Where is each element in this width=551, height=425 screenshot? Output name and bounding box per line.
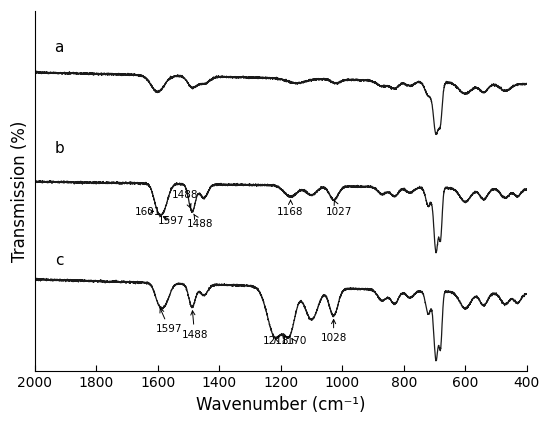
Text: 1170: 1170 bbox=[280, 336, 307, 346]
Text: 1488: 1488 bbox=[172, 190, 198, 208]
Text: 1601: 1601 bbox=[136, 207, 161, 217]
Text: 1168: 1168 bbox=[277, 200, 304, 217]
X-axis label: Wavenumber (cm⁻¹): Wavenumber (cm⁻¹) bbox=[196, 396, 365, 414]
Y-axis label: Transmission (%): Transmission (%) bbox=[11, 121, 29, 262]
Text: 1218: 1218 bbox=[263, 336, 289, 346]
Text: c: c bbox=[55, 253, 63, 268]
Text: 1597: 1597 bbox=[156, 309, 182, 334]
Text: 1488: 1488 bbox=[181, 311, 208, 340]
Text: 1597: 1597 bbox=[158, 215, 185, 226]
Text: b: b bbox=[55, 141, 64, 156]
Text: 1027: 1027 bbox=[326, 201, 352, 217]
Text: 1488: 1488 bbox=[187, 214, 213, 230]
Text: a: a bbox=[55, 40, 64, 55]
Text: 1028: 1028 bbox=[321, 320, 347, 343]
